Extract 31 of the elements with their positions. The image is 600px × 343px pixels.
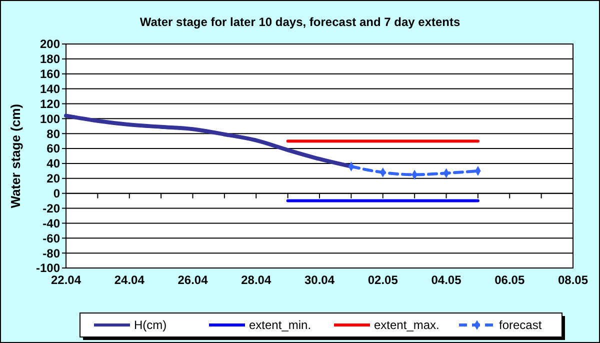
y-tick-label: -100 xyxy=(36,261,60,276)
y-tick-label: 140 xyxy=(40,82,60,96)
legend-label: H(cm) xyxy=(134,318,167,332)
chart-title: Water stage for later 10 days, forecast and 7 day extents xyxy=(140,15,460,29)
y-tick-label: -80 xyxy=(42,246,60,260)
y-tick-label: 0 xyxy=(53,186,60,201)
y-tick-label: 20 xyxy=(46,172,60,186)
y-tick-label: 100 xyxy=(40,112,60,126)
x-tick-label: 08.05 xyxy=(558,273,588,287)
y-tick-label: -60 xyxy=(42,231,60,246)
x-tick-label: 22.04 xyxy=(50,273,82,287)
x-tick-label: 26.04 xyxy=(178,273,208,287)
legend-label: extent_min. xyxy=(249,318,312,332)
legend-label: extent_max. xyxy=(374,318,440,332)
y-tick-label: 200 xyxy=(40,37,60,52)
x-tick-label: 30.04 xyxy=(304,273,335,287)
x-tick-label: 04.05 xyxy=(431,273,462,287)
y-tick-label: -40 xyxy=(42,216,60,230)
x-tick-label: 28.04 xyxy=(241,273,272,287)
y-tick-label: 60 xyxy=(46,142,60,156)
legend-label: forecast xyxy=(499,318,542,332)
x-tick-label: 02.05 xyxy=(368,273,398,287)
y-tick-label: 160 xyxy=(40,67,60,82)
x-tick-label: 06.05 xyxy=(494,273,525,287)
y-tick-label: -20 xyxy=(42,201,60,216)
y-axis-title: Water stage (cm) xyxy=(8,104,23,208)
y-tick-label: 40 xyxy=(46,156,60,171)
x-tick-label: 24.04 xyxy=(114,273,145,287)
y-tick-label: 80 xyxy=(46,126,60,141)
y-tick-label: 120 xyxy=(40,96,60,111)
y-tick-label: 180 xyxy=(40,52,60,66)
